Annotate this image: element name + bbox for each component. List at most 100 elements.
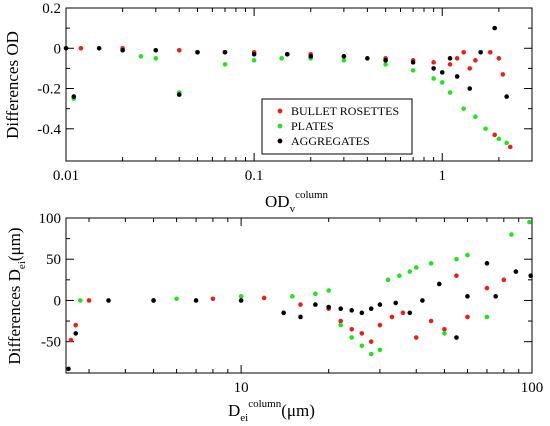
point-bullet-rosettes-od [454,56,460,61]
point-aggregates-dei [66,366,71,372]
point-aggregates-od [341,54,347,59]
point-plates-od [138,54,144,59]
x-axis-label-od-main: OD [265,192,290,211]
point-plates-dei [78,298,83,303]
x-axis-label-dei-unit: (μm) [281,401,315,420]
point-aggregates-od [383,58,388,63]
point-aggregates-dei [493,294,498,299]
y-tick-label-od: 0.2 [42,1,61,17]
point-plates-od [461,106,466,111]
y-tick-label-dei: -50 [41,335,61,351]
point-bullet-rosettes-dei [465,314,470,320]
point-plates-dei [509,232,514,237]
point-aggregates-od [431,66,436,71]
point-bullet-rosettes-od [447,62,453,67]
point-aggregates-dei [238,298,244,303]
y-tick-label-od: -0.2 [37,82,61,98]
point-aggregates-dei [436,281,442,287]
point-plates-dei [359,343,365,349]
point-aggregates-dei [407,310,413,316]
point-plates-dei [397,273,402,279]
legend-label-aggregates: AGGREGATES [291,134,370,148]
point-bullet-rosettes-dei [484,285,490,291]
point-plates-dei [290,294,295,299]
y-tick-label-od: -0.4 [37,122,61,138]
legend-marker-aggregates [277,138,283,144]
point-aggregates-dei [359,310,365,316]
x-tick-label-od: 0.1 [245,168,264,184]
y-tick-label-dei: 50 [46,252,61,268]
x-axis-label-od-sup: column [295,189,328,201]
point-bullet-rosettes-dei [298,302,303,307]
point-aggregates-dei [193,298,199,303]
ticks-od: 0.01 0.1 1 0.2 0 -0.2 -0.4 [37,1,532,184]
x-tick-label-dei: 100 [521,380,544,396]
point-aggregates-dei [368,306,374,311]
y-axis-label-dei-main: Differences D [5,269,24,365]
point-bullet-rosettes-dei [368,339,374,344]
point-bullet-rosettes-dei [442,327,447,332]
point-aggregates-od [439,70,445,75]
point-aggregates-dei [281,310,286,316]
point-aggregates-dei [513,269,519,274]
marks-dei [66,219,534,372]
point-bullet-rosettes-dei [261,295,267,301]
point-bullet-rosettes-od [507,144,513,150]
point-bullet-rosettes-od [473,58,478,63]
y-tick-label-od: 0 [54,41,62,57]
point-bullet-rosettes-dei [428,318,434,324]
x-tick-label-od: 1 [438,168,446,184]
x-axis-label-dei-main: D [228,401,240,420]
point-plates-od [279,56,284,61]
point-aggregates-od [120,47,125,53]
point-plates-od [153,56,159,61]
point-aggregates-od [71,94,77,99]
point-aggregates-dei [465,294,470,299]
point-aggregates-dei [484,261,490,266]
point-aggregates-dei [73,331,79,336]
point-plates-od [483,126,488,132]
point-plates-dei [338,322,344,328]
point-bullet-rosettes-od [78,45,84,51]
point-aggregates-od [284,52,290,57]
point-aggregates-od [478,49,483,55]
point-bullet-rosettes-od [431,60,436,65]
point-plates-od [447,90,453,95]
legend: BULLET ROSETTES PLATES AGGREGATES [261,98,413,155]
y-axis-label-od: Differences OD [3,31,22,139]
legend-marker-plates [277,123,283,129]
point-plates-dei [385,277,391,283]
point-aggregates-dei [420,298,425,303]
point-bullet-rosettes-dei [389,314,395,320]
y-axis-label-dei: Differences Dei(μm) [5,227,28,364]
point-plates-dei [454,256,459,262]
point-bullet-rosettes-dei [349,327,355,332]
point-bullet-rosettes-dei [377,322,383,328]
point-plates-od [439,80,445,85]
point-plates-od [383,62,388,67]
point-bullet-rosettes-od [461,49,466,55]
point-bullet-rosettes-dei [400,310,406,316]
y-axis-label-dei-sub: ei [16,261,28,269]
y-axis-label-dei-unit: (μm) [5,227,24,261]
point-plates-dei [442,331,447,336]
point-aggregates-od [504,94,509,99]
x-axis-label-dei-sup: column [248,398,281,410]
point-aggregates-od [467,86,473,91]
point-bullet-rosettes-od [176,47,182,53]
x-tick-label-od: 0.01 [53,168,79,184]
point-aggregates-dei [377,302,383,307]
point-bullet-rosettes-dei [86,298,92,303]
point-aggregates-od [251,52,257,57]
point-aggregates-od [454,74,460,79]
x-axis-label-od: ODv column [265,189,329,215]
point-aggregates-od [96,45,102,51]
point-aggregates-od [492,25,497,31]
point-aggregates-dei [326,304,331,310]
plot-frame-dei [65,217,533,374]
point-aggregates-dei [454,335,459,340]
x-tick-label-dei: 10 [234,380,249,396]
point-aggregates-dei [106,298,111,303]
point-plates-dei [484,314,490,320]
point-plates-dei [407,269,413,274]
